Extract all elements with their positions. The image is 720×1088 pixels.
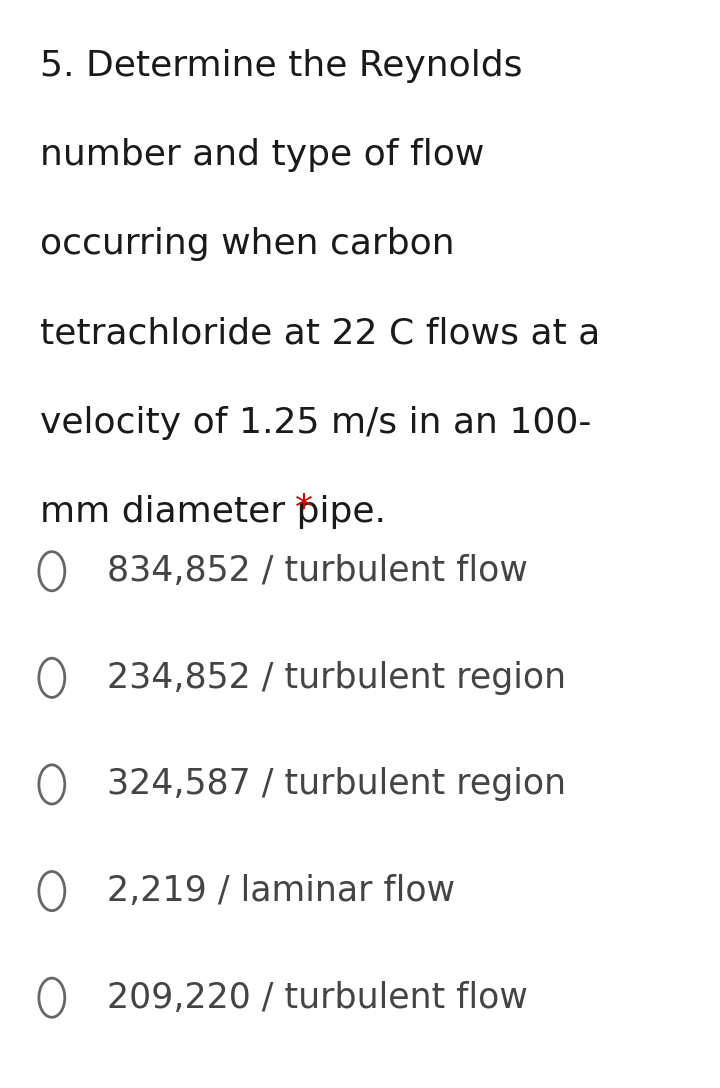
Text: tetrachloride at 22 C flows at a: tetrachloride at 22 C flows at a [40,317,600,350]
Text: 5. Determine the Reynolds: 5. Determine the Reynolds [40,49,522,83]
Text: mm diameter pipe.: mm diameter pipe. [40,495,386,529]
Text: 324,587 / turbulent region: 324,587 / turbulent region [107,767,566,802]
Text: number and type of flow: number and type of flow [40,138,484,172]
Text: 834,852 / turbulent flow: 834,852 / turbulent flow [107,554,527,589]
Text: *: * [295,492,313,526]
Text: 2,219 / laminar flow: 2,219 / laminar flow [107,874,454,908]
Text: velocity of 1.25 m/s in an 100-: velocity of 1.25 m/s in an 100- [40,406,591,440]
Text: occurring when carbon: occurring when carbon [40,227,454,261]
Text: 209,220 / turbulent flow: 209,220 / turbulent flow [107,980,527,1015]
Text: 234,852 / turbulent region: 234,852 / turbulent region [107,660,566,695]
